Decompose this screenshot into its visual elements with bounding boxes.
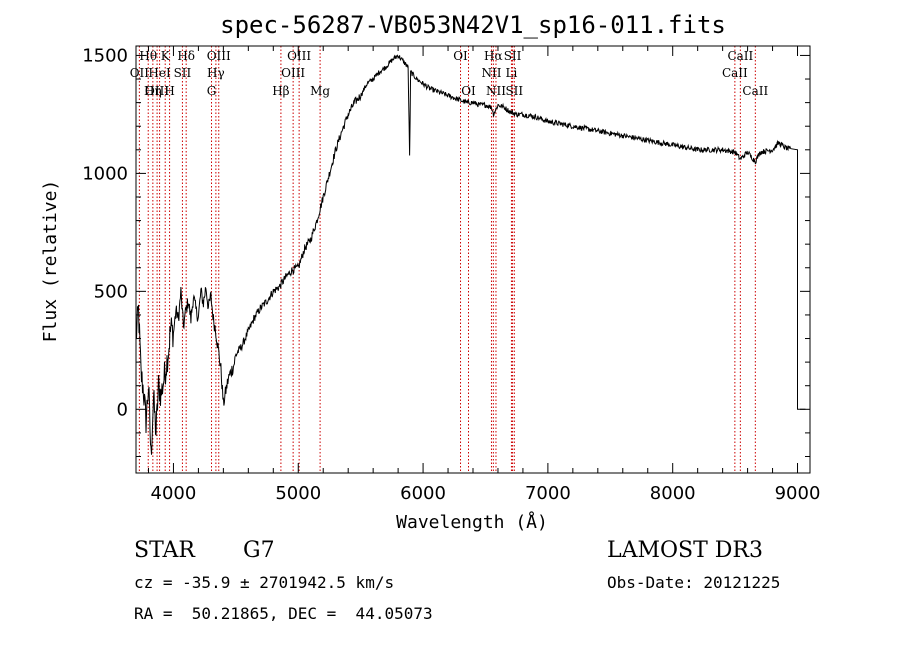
line-marker-label-24: CaII: [722, 66, 748, 80]
y-axis-ticks: 0 500 1000 1500: [82, 45, 810, 457]
line-marker-label-20: NII: [486, 84, 506, 98]
star-class: STAR: [134, 538, 195, 563]
line-marker-label-22: Li: [506, 66, 518, 80]
x-tick-label-3: 7000: [525, 483, 571, 504]
x-axis-ticks: 4000 5000 6000 7000 8000 9000: [147, 46, 821, 504]
line-marker-label-10: Hγ: [207, 66, 225, 80]
line-marker-label-8: Hδ: [177, 49, 195, 63]
line-marker-label-2: OIII: [145, 84, 169, 98]
y-tick-label-3: 1500: [82, 45, 128, 66]
line-marker-label-12: Hβ: [272, 84, 289, 98]
line-marker-label-6: H: [164, 84, 174, 98]
star-subclass: G7: [243, 538, 275, 563]
line-markers: [138, 46, 756, 473]
line-marker-label-21: SII: [504, 49, 522, 63]
x-tick-label-4: 8000: [650, 483, 696, 504]
line-marker-label-23: SII: [505, 84, 523, 98]
line-marker-label-16: OI: [453, 49, 468, 63]
plot-frame: [135, 45, 811, 474]
x-tick-label-5: 9000: [775, 483, 821, 504]
line-marker-label-14: OIII: [287, 49, 311, 63]
chart-title: spec-56287-VB053N42V1_sp16-011.fits: [220, 11, 726, 39]
line-marker-label-25: CaII: [727, 49, 753, 63]
coordinates: RA = 50.21865, DEC = 44.05073: [134, 604, 433, 623]
line-marker-label-5: K: [161, 49, 171, 63]
survey-name: LAMOST DR3: [607, 538, 763, 563]
x-axis-label: Wavelength (Å): [396, 511, 548, 533]
line-marker-label-9: OIII: [207, 49, 231, 63]
x-tick-label-0: 4000: [151, 483, 197, 504]
y-tick-label-2: 1000: [82, 163, 128, 184]
line-marker-label-1: OII: [130, 66, 150, 80]
line-marker-label-26: CaII: [742, 84, 768, 98]
line-marker-label-7: SII: [174, 66, 192, 80]
y-axis-label: Flux (relative): [40, 180, 61, 343]
line-marker-label-17: OI: [461, 84, 476, 98]
line-marker-label-3: Hη: [144, 84, 162, 98]
spectrum-line: [135, 54, 806, 455]
line-marker-label-13: OIII: [281, 66, 305, 80]
velocity-readout: cz = -35.9 ± 2701942.5 km/s: [134, 573, 395, 592]
line-marker-label-4: HeI: [148, 66, 171, 80]
x-tick-label-1: 5000: [275, 483, 321, 504]
line-marker-label-15: Mg: [310, 84, 330, 98]
line-marker-label-0: Hθ: [139, 49, 157, 63]
line-marker-label-19: Hα: [484, 49, 503, 63]
line-marker-label-11: G: [207, 84, 217, 98]
obs-date: Obs-Date: 20121225: [607, 573, 781, 592]
y-tick-label-0: 0: [117, 399, 128, 420]
line-marker-label-18: NII: [481, 66, 501, 80]
y-tick-label-1: 500: [94, 281, 128, 302]
x-tick-label-2: 6000: [400, 483, 446, 504]
